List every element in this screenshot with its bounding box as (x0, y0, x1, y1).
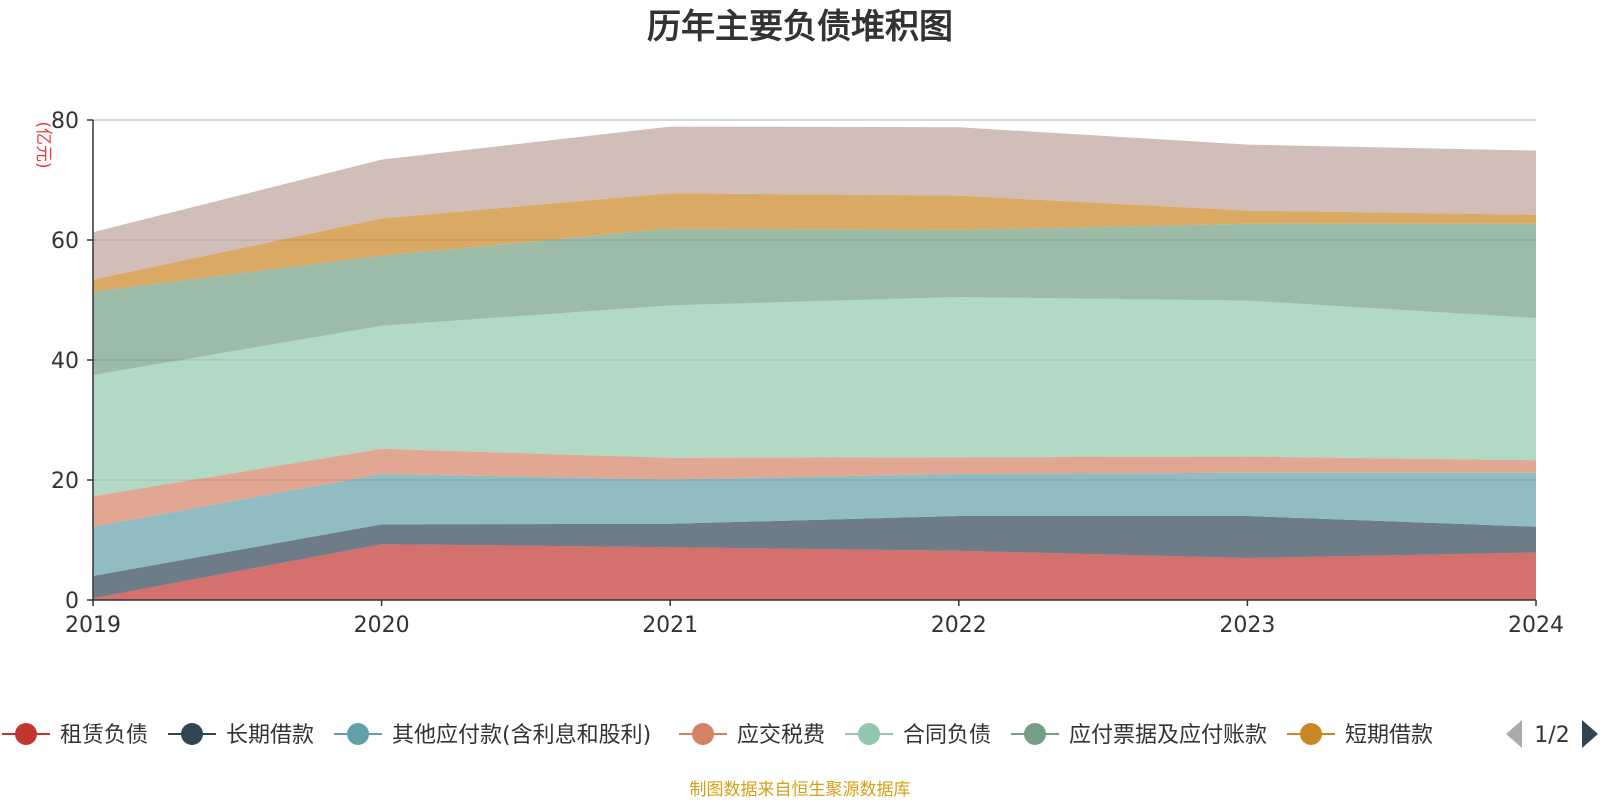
y-tick-label: 60 (51, 229, 79, 254)
x-tick-label: 2022 (931, 613, 987, 638)
y-tick-label: 20 (51, 469, 79, 494)
legend-label: 短期借款 (1345, 723, 1433, 748)
x-tick-label: 2020 (354, 613, 410, 638)
legend-item[interactable]: 租赁负债 (2, 723, 148, 748)
axes: 0 20 40 60 80 2019 2020 2021 2022 2023 2024 (51, 109, 1564, 638)
legend-marker-icon (1024, 723, 1046, 745)
legend-prev-page-icon[interactable] (1506, 720, 1522, 748)
legend-label: 应交税费 (737, 723, 825, 748)
legend-item[interactable]: 应交税费 (679, 723, 825, 748)
legend-item[interactable]: 长期借款 (168, 723, 314, 748)
x-tick-label: 2023 (1219, 613, 1275, 638)
area-series-6 (93, 193, 1536, 292)
legend-label: 合同负债 (903, 723, 991, 748)
area-series-0 (93, 544, 1536, 600)
x-tick-label: 2021 (642, 613, 698, 638)
legend-marker-icon (347, 723, 369, 745)
legend-marker-icon (1300, 723, 1322, 745)
chart-title: 历年主要负债堆积图 (647, 7, 953, 47)
legend-item[interactable]: 短期借款 (1287, 723, 1433, 748)
legend: 租赁负债 长期借款 其他应付款(含利息和股利) 应交税费 合同负债 应付票据及应付账款 短期… (2, 723, 1433, 748)
area-series-3 (93, 448, 1536, 527)
legend-item[interactable]: 合同负债 (845, 723, 991, 748)
area-series-2 (93, 472, 1536, 576)
y-axis-unit: (亿元) (33, 121, 53, 168)
legend-label: 其他应付款(含利息和股利) (392, 723, 651, 748)
area-series-1 (93, 516, 1536, 599)
legend-marker-icon (858, 723, 880, 745)
legend-item[interactable]: 其他应付款(含利息和股利) (334, 723, 651, 748)
legend-page-label: 1/2 (1534, 723, 1569, 748)
legend-marker-icon (15, 723, 37, 745)
y-tick-label: 80 (51, 109, 79, 134)
x-tick-label: 2024 (1508, 613, 1564, 638)
legend-pager: 1/2 (1506, 720, 1598, 748)
legend-next-page-icon[interactable] (1582, 720, 1598, 748)
area-series-7 (93, 126, 1536, 280)
y-tick-label: 40 (51, 349, 79, 374)
legend-marker-icon (692, 723, 714, 745)
legend-label: 应付票据及应付账款 (1069, 723, 1267, 748)
series-areas (93, 126, 1536, 600)
data-source-note: 制图数据来自恒生聚源数据库 (690, 780, 911, 800)
legend-label: 长期借款 (226, 723, 314, 748)
legend-marker-icon (181, 723, 203, 745)
x-tick-label: 2019 (65, 613, 121, 638)
legend-item[interactable]: 应付票据及应付账款 (1011, 723, 1267, 748)
area-series-4 (93, 297, 1536, 497)
y-tick-label: 0 (65, 589, 79, 614)
legend-label: 租赁负债 (60, 723, 148, 748)
area-series-5 (93, 223, 1536, 375)
